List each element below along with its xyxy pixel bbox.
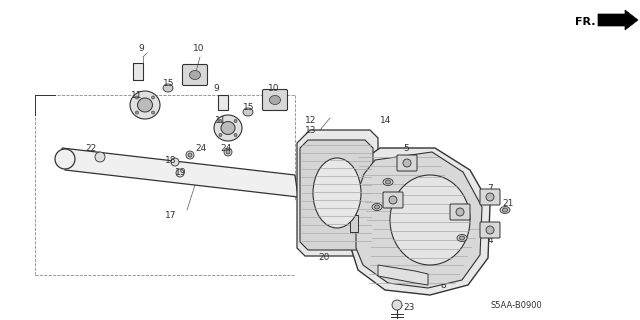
Text: 18: 18 bbox=[165, 156, 177, 164]
Text: 12: 12 bbox=[305, 116, 316, 124]
Ellipse shape bbox=[138, 98, 152, 112]
FancyBboxPatch shape bbox=[480, 189, 500, 205]
Ellipse shape bbox=[189, 70, 200, 79]
Text: 15: 15 bbox=[163, 78, 175, 87]
Ellipse shape bbox=[219, 119, 222, 123]
Ellipse shape bbox=[163, 84, 173, 92]
Polygon shape bbox=[350, 148, 490, 295]
Ellipse shape bbox=[371, 179, 380, 188]
FancyBboxPatch shape bbox=[450, 204, 470, 220]
Text: 13: 13 bbox=[305, 125, 317, 134]
Ellipse shape bbox=[171, 158, 179, 166]
Polygon shape bbox=[218, 95, 228, 110]
Ellipse shape bbox=[234, 119, 237, 123]
Text: 24: 24 bbox=[428, 188, 439, 197]
Text: 16: 16 bbox=[453, 204, 465, 212]
Ellipse shape bbox=[383, 179, 393, 186]
Ellipse shape bbox=[243, 108, 253, 116]
Text: 7: 7 bbox=[487, 183, 493, 193]
Ellipse shape bbox=[456, 208, 464, 216]
Ellipse shape bbox=[269, 95, 280, 105]
Polygon shape bbox=[356, 152, 482, 288]
Text: 24: 24 bbox=[220, 143, 231, 153]
Ellipse shape bbox=[372, 204, 382, 211]
Ellipse shape bbox=[224, 148, 232, 156]
Text: FR.: FR. bbox=[575, 17, 595, 27]
Text: 10: 10 bbox=[268, 84, 280, 92]
Ellipse shape bbox=[95, 152, 105, 162]
Text: 15: 15 bbox=[243, 102, 255, 111]
Ellipse shape bbox=[186, 151, 194, 159]
Ellipse shape bbox=[55, 149, 75, 169]
Text: 11: 11 bbox=[215, 116, 227, 124]
FancyBboxPatch shape bbox=[182, 65, 207, 85]
Text: 14: 14 bbox=[380, 116, 392, 124]
Polygon shape bbox=[350, 215, 358, 232]
Ellipse shape bbox=[188, 153, 192, 157]
Ellipse shape bbox=[234, 133, 237, 137]
Polygon shape bbox=[378, 265, 428, 285]
Text: 9: 9 bbox=[138, 44, 144, 52]
Text: 24: 24 bbox=[370, 171, 381, 180]
Text: 10: 10 bbox=[193, 44, 205, 52]
Ellipse shape bbox=[372, 180, 378, 186]
Ellipse shape bbox=[221, 122, 235, 134]
Polygon shape bbox=[133, 63, 143, 80]
Ellipse shape bbox=[428, 196, 436, 204]
FancyBboxPatch shape bbox=[262, 90, 287, 110]
Ellipse shape bbox=[176, 169, 184, 177]
Text: 3: 3 bbox=[428, 268, 434, 276]
Ellipse shape bbox=[152, 96, 155, 99]
Ellipse shape bbox=[500, 206, 510, 213]
Text: 8: 8 bbox=[440, 281, 445, 290]
Text: 1: 1 bbox=[365, 201, 371, 210]
Ellipse shape bbox=[502, 208, 508, 212]
Ellipse shape bbox=[214, 115, 242, 141]
Text: 20: 20 bbox=[318, 253, 330, 262]
Ellipse shape bbox=[429, 197, 435, 203]
Text: 5: 5 bbox=[403, 143, 409, 153]
Text: S5AA-B0900: S5AA-B0900 bbox=[490, 300, 541, 309]
Text: 1: 1 bbox=[456, 237, 461, 246]
Text: 4: 4 bbox=[488, 236, 493, 244]
Polygon shape bbox=[62, 148, 298, 197]
Polygon shape bbox=[297, 130, 378, 256]
Ellipse shape bbox=[226, 150, 230, 154]
Text: 6: 6 bbox=[390, 211, 396, 220]
Ellipse shape bbox=[136, 96, 138, 99]
FancyBboxPatch shape bbox=[480, 222, 500, 238]
Text: 22: 22 bbox=[85, 143, 96, 153]
Ellipse shape bbox=[330, 243, 340, 253]
Ellipse shape bbox=[460, 236, 465, 240]
Ellipse shape bbox=[457, 235, 467, 242]
Ellipse shape bbox=[374, 205, 380, 209]
Text: 21: 21 bbox=[502, 198, 513, 207]
Text: 15: 15 bbox=[383, 171, 394, 180]
Polygon shape bbox=[300, 140, 373, 250]
Ellipse shape bbox=[130, 91, 160, 119]
Text: 19: 19 bbox=[175, 167, 186, 177]
Ellipse shape bbox=[486, 193, 494, 201]
Text: 17: 17 bbox=[165, 211, 177, 220]
Ellipse shape bbox=[392, 300, 402, 310]
Text: 9: 9 bbox=[213, 84, 219, 92]
Ellipse shape bbox=[403, 159, 411, 167]
Text: 24: 24 bbox=[195, 143, 206, 153]
Ellipse shape bbox=[390, 175, 470, 265]
FancyBboxPatch shape bbox=[383, 192, 403, 208]
FancyBboxPatch shape bbox=[397, 155, 417, 171]
Polygon shape bbox=[598, 10, 638, 30]
Ellipse shape bbox=[486, 226, 494, 234]
Ellipse shape bbox=[389, 196, 397, 204]
Text: 2: 2 bbox=[440, 274, 445, 283]
Ellipse shape bbox=[313, 158, 361, 228]
Text: 23: 23 bbox=[403, 302, 414, 311]
Ellipse shape bbox=[152, 111, 155, 114]
Ellipse shape bbox=[136, 111, 138, 114]
Ellipse shape bbox=[385, 180, 390, 184]
Text: 11: 11 bbox=[131, 91, 143, 100]
Ellipse shape bbox=[219, 133, 222, 137]
